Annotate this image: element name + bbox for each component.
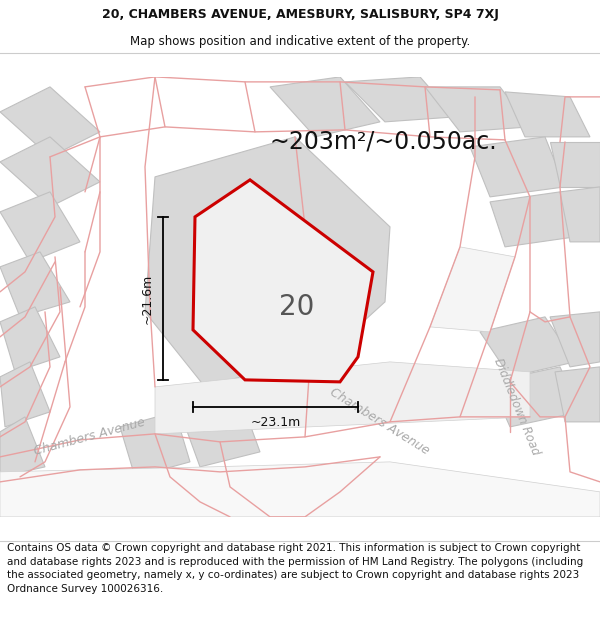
Text: Chambers Avenue: Chambers Avenue [328, 386, 432, 458]
Polygon shape [155, 362, 530, 434]
Text: ~203m²/~0.050ac.: ~203m²/~0.050ac. [270, 130, 497, 154]
Text: Diddledown Road: Diddledown Road [491, 356, 542, 457]
Polygon shape [0, 252, 70, 317]
Polygon shape [560, 187, 600, 242]
Polygon shape [193, 180, 373, 382]
Polygon shape [425, 87, 530, 132]
Polygon shape [555, 367, 600, 422]
Polygon shape [0, 137, 100, 207]
Polygon shape [0, 192, 80, 262]
Polygon shape [120, 412, 190, 477]
Text: ~21.6m: ~21.6m [140, 273, 154, 324]
Polygon shape [480, 317, 575, 377]
Polygon shape [0, 87, 100, 157]
Polygon shape [550, 142, 600, 187]
Polygon shape [505, 92, 590, 137]
Text: ~23.1m: ~23.1m [250, 416, 301, 429]
Polygon shape [470, 137, 565, 197]
Polygon shape [490, 367, 580, 427]
Text: 20, CHAMBERS AVENUE, AMESBURY, SALISBURY, SP4 7XJ: 20, CHAMBERS AVENUE, AMESBURY, SALISBURY… [101, 8, 499, 21]
Polygon shape [180, 397, 260, 467]
Polygon shape [345, 77, 455, 122]
Polygon shape [0, 307, 60, 372]
Polygon shape [270, 77, 380, 137]
Text: Contains OS data © Crown copyright and database right 2021. This information is : Contains OS data © Crown copyright and d… [7, 543, 583, 594]
Polygon shape [550, 312, 600, 367]
Polygon shape [0, 417, 45, 477]
Text: Map shows position and indicative extent of the property.: Map shows position and indicative extent… [130, 35, 470, 48]
Text: 20: 20 [280, 294, 315, 321]
Polygon shape [430, 247, 515, 332]
Polygon shape [0, 462, 600, 517]
Polygon shape [145, 137, 390, 387]
Polygon shape [0, 362, 50, 427]
Text: Chambers Avenue: Chambers Avenue [33, 416, 147, 458]
Polygon shape [490, 192, 575, 247]
